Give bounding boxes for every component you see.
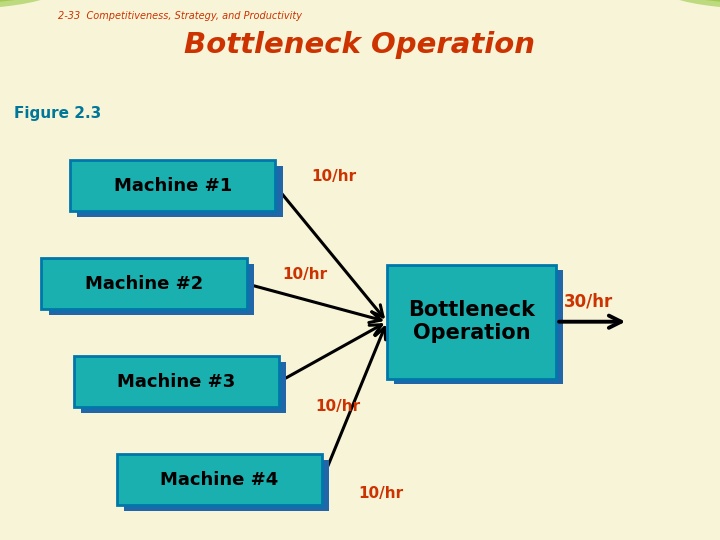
Text: 10/hr: 10/hr — [315, 399, 360, 414]
Text: Figure 2.3: Figure 2.3 — [14, 106, 102, 120]
Text: Machine #2: Machine #2 — [85, 275, 203, 293]
Ellipse shape — [637, 0, 720, 5]
Ellipse shape — [663, 0, 720, 9]
FancyBboxPatch shape — [42, 258, 246, 309]
FancyBboxPatch shape — [49, 264, 253, 315]
Ellipse shape — [0, 0, 83, 5]
Text: Bottleneck
Operation: Bottleneck Operation — [408, 300, 535, 343]
FancyBboxPatch shape — [125, 460, 330, 511]
Text: 10/hr: 10/hr — [283, 267, 328, 282]
FancyBboxPatch shape — [395, 270, 564, 384]
FancyBboxPatch shape — [117, 454, 323, 505]
FancyBboxPatch shape — [74, 356, 279, 408]
FancyBboxPatch shape — [78, 166, 282, 217]
FancyBboxPatch shape — [387, 265, 557, 379]
Text: 30/hr: 30/hr — [563, 293, 613, 310]
Text: Machine #4: Machine #4 — [161, 471, 279, 489]
Text: 10/hr: 10/hr — [311, 170, 356, 185]
Ellipse shape — [0, 0, 57, 9]
Text: Machine #1: Machine #1 — [114, 177, 232, 195]
Text: Bottleneck Operation: Bottleneck Operation — [184, 31, 536, 59]
FancyBboxPatch shape — [71, 160, 275, 212]
Text: 10/hr: 10/hr — [359, 485, 403, 501]
FancyBboxPatch shape — [81, 362, 287, 413]
Text: Machine #3: Machine #3 — [117, 373, 235, 391]
Text: 2-33  Competitiveness, Strategy, and Productivity: 2-33 Competitiveness, Strategy, and Prod… — [58, 11, 302, 22]
